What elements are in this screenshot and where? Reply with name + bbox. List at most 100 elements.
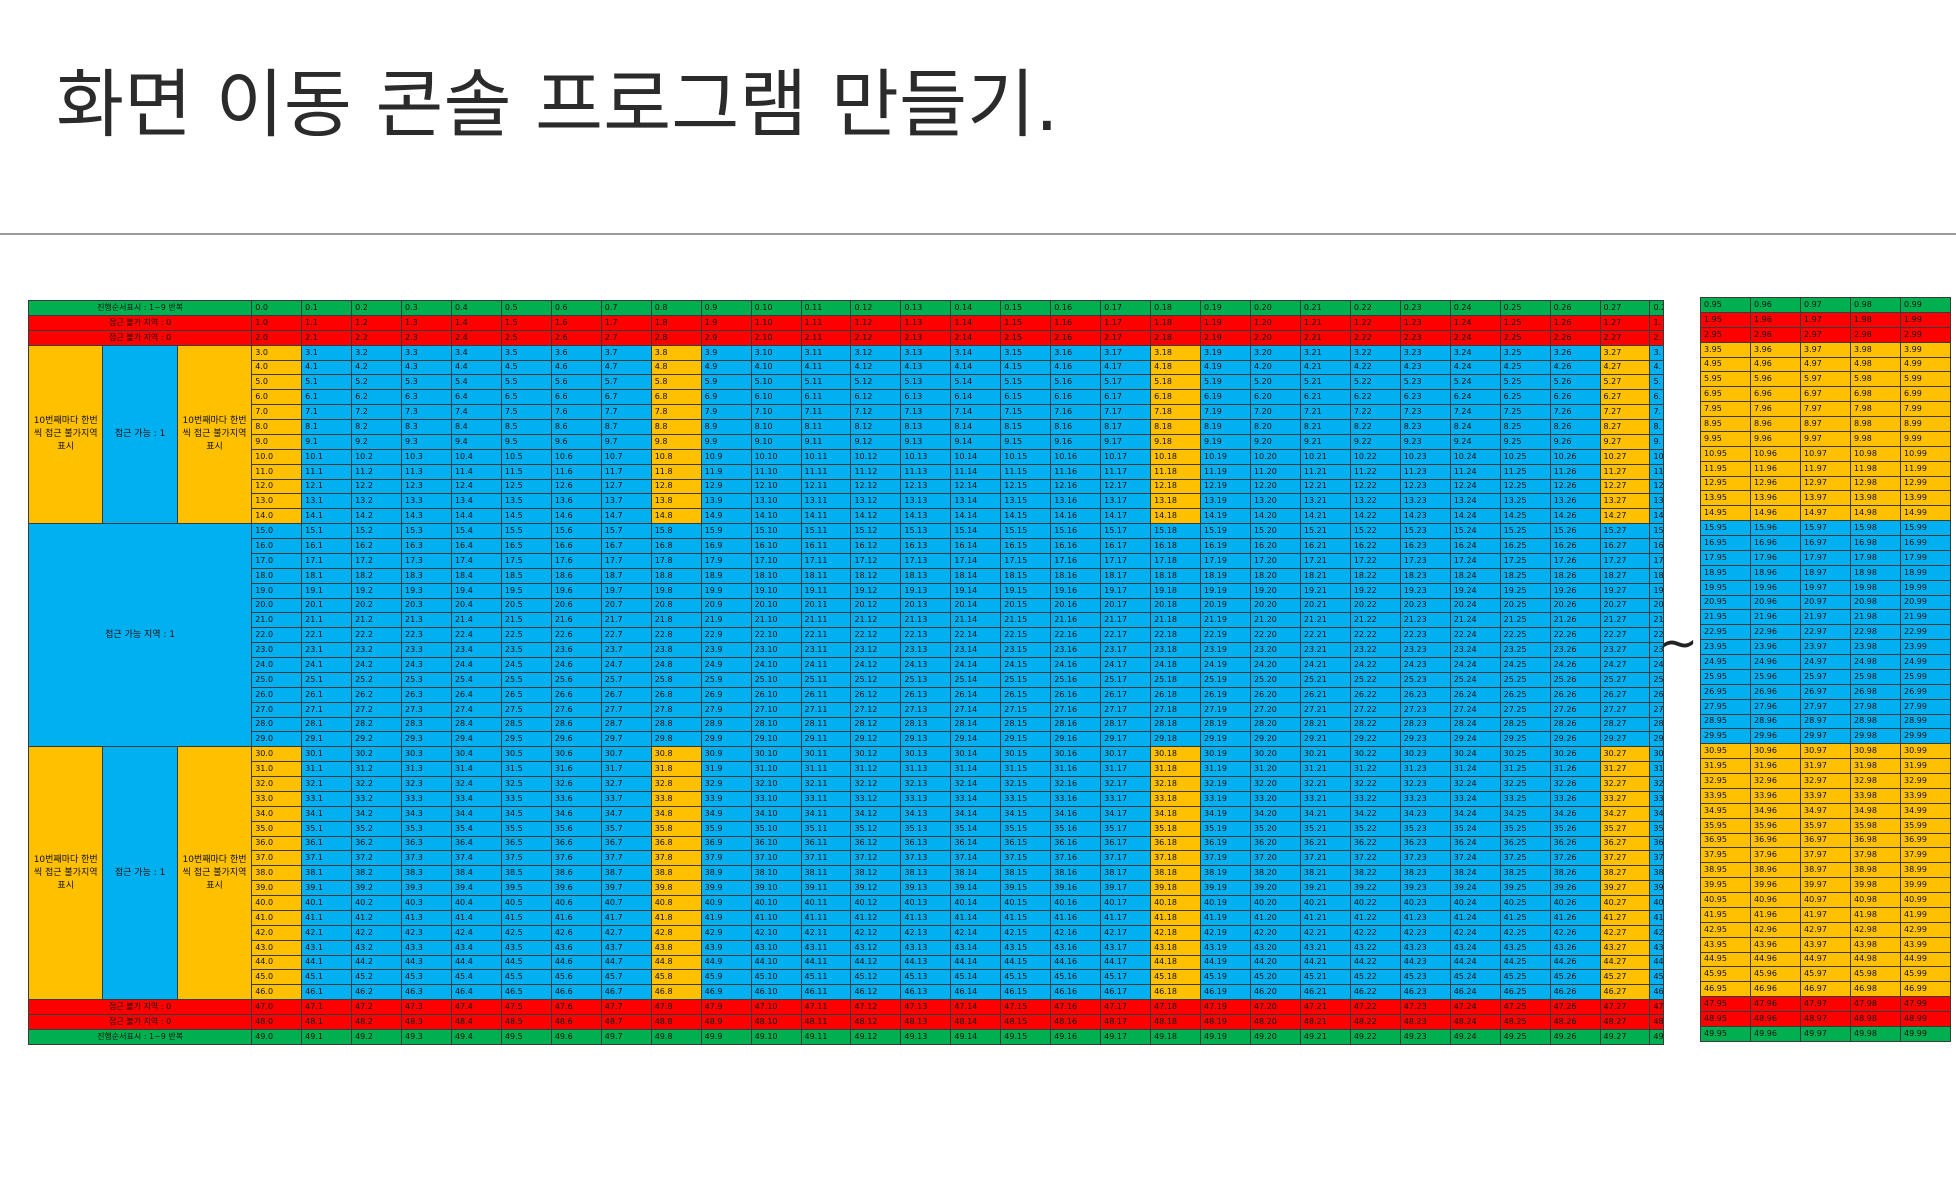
- grid-cell: 31.17: [1100, 761, 1152, 777]
- grid-cell: 3.2: [351, 344, 403, 361]
- grid-cell: 19.97: [1800, 579, 1851, 596]
- grid-cell: 20.96: [1750, 594, 1801, 611]
- grid-cell: 36.13: [900, 835, 952, 852]
- grid-cell: 49.3: [401, 1028, 452, 1045]
- grid-cell: 29.16: [1050, 731, 1102, 748]
- grid-cell: 7.10: [750, 404, 802, 420]
- grid-cell: 0.14: [950, 300, 1002, 316]
- grid-cell: 41.0: [251, 909, 303, 926]
- grid-cell: 33.10: [750, 790, 802, 807]
- grid-cell: 1.17: [1100, 314, 1152, 331]
- grid-cell: 29.14: [950, 731, 1002, 748]
- grid-cell: 48.22: [1349, 1014, 1401, 1030]
- grid-cell: 24: [1649, 657, 1664, 673]
- grid-cell: 34.24: [1449, 805, 1501, 822]
- grid-cell: 13.19: [1200, 493, 1251, 510]
- grid-cell: 2.15: [1000, 329, 1052, 346]
- grid-cell: 1.8: [650, 314, 702, 331]
- grid-cell: 47.99: [1900, 996, 1951, 1012]
- grid-cell: 0.26: [1549, 300, 1601, 316]
- grid-cell: 17.17: [1100, 552, 1152, 569]
- grid-cell: 11.15: [1000, 463, 1052, 480]
- grid-cell: 36: [1649, 835, 1664, 852]
- grid-cell: 16.5: [500, 538, 552, 554]
- grid-cell: 33.17: [1100, 790, 1152, 807]
- grid-cell: 41.99: [1900, 906, 1951, 923]
- grid-cell: 45.22: [1349, 969, 1401, 986]
- grid-cell: 45.18: [1150, 969, 1202, 986]
- grid-cell: 24.27: [1599, 657, 1651, 673]
- grid-cell: 12.98: [1850, 475, 1901, 492]
- grid-cell: 20: [1649, 597, 1664, 614]
- grid-cell: 34.18: [1150, 805, 1202, 822]
- grid-cell: 48.9: [700, 1014, 752, 1030]
- grid-cell: 28.15: [1000, 716, 1052, 733]
- grid-cell: 36.3: [401, 835, 452, 852]
- grid-cell: 38.14: [950, 865, 1002, 882]
- grid-cell: 42.4: [450, 924, 502, 941]
- grid-cell: 2.95: [1700, 326, 1751, 343]
- grid-cell: 6.10: [750, 389, 802, 406]
- grid-cell: 30.26: [1549, 746, 1601, 763]
- grid-cell: 28.20: [1249, 716, 1301, 733]
- grid-cell: 13.27: [1599, 493, 1651, 510]
- grid-cell: 41.7: [600, 909, 652, 926]
- grid-cell: 4.12: [850, 359, 902, 376]
- grid-cell: 4.27: [1599, 359, 1651, 376]
- grid-cell: 9.96: [1750, 430, 1801, 447]
- grid-cell: 22.10: [750, 627, 802, 644]
- grid-cell: 1.95: [1700, 311, 1751, 328]
- grid-cell: 32.8: [650, 776, 702, 792]
- grid-cell: 31.7: [600, 761, 652, 777]
- grid-cell: 48.98: [1850, 1011, 1901, 1027]
- grid-cell: 34.26: [1549, 805, 1601, 822]
- grid-row: 36.95 36.96 36.97 36.98 36.99: [1700, 832, 1951, 849]
- grid-cell: 22.5: [500, 627, 552, 644]
- grid-cell: 13.22: [1349, 493, 1401, 510]
- grid-cell: 18.99: [1900, 564, 1951, 581]
- grid-cell: 49.9: [700, 1028, 752, 1045]
- grid-cell: 1.19: [1200, 314, 1251, 331]
- grid-cell: 6.17: [1100, 389, 1152, 406]
- grid-cell: 17.10: [750, 552, 802, 569]
- grid-cell: 43.19: [1200, 939, 1251, 956]
- grid-cell: 46.3: [401, 984, 452, 1001]
- grid-row: 49.95 49.96 49.97 49.98 49.99: [1700, 1025, 1951, 1042]
- grid-cell: 13.10: [750, 493, 802, 510]
- grid-cell: 23.96: [1750, 639, 1801, 655]
- grid-row: 접근 불가 지역 : 0 48.0 48.1 48.2 48.3 48.4 48.5 48.6…: [27, 1014, 1664, 1030]
- grid-row: 38.0 38.1 38.2 38.3 38.4 38.5 38.6 38.7 38.8 38.9…: [29, 865, 1664, 882]
- grid-cell: 2.27: [1599, 329, 1651, 346]
- grid-cell: 47.1: [301, 999, 353, 1015]
- grid-cell: 8.24: [1449, 419, 1501, 435]
- grid-cell: 16.21: [1299, 538, 1351, 554]
- grid-cell: 36.15: [1000, 835, 1052, 852]
- grid-cell: 28.4: [450, 716, 502, 733]
- grid-cell: 6.1: [301, 389, 353, 406]
- grid-cell: 2.17: [1100, 329, 1152, 346]
- grid-cell: 40.24: [1449, 895, 1501, 911]
- grid-cell: 15.2: [351, 523, 403, 539]
- grid-cell: 21.6: [550, 612, 602, 629]
- grid-cell: 49.22: [1349, 1028, 1401, 1045]
- grid-cell: 36.27: [1599, 835, 1651, 852]
- grid-cell: 34.99: [1900, 802, 1951, 819]
- grid-cell: 19.3: [401, 582, 452, 599]
- grid-cell: 44.26: [1549, 954, 1601, 971]
- grid-cell: 11.5: [500, 463, 552, 480]
- grid-cell: 0.17: [1100, 300, 1152, 316]
- grid-row: 5.0 5.1 5.2 5.3 5.4 5.5 5.6 5.7 5.8 5.9 5.10 5.11 5.…: [29, 374, 1664, 391]
- grid-cell: 10.96: [1750, 445, 1801, 462]
- grid-cell: 9.20: [1249, 433, 1301, 450]
- grid-cell: 37.4: [450, 850, 502, 867]
- grid-cell: 25.18: [1150, 671, 1202, 688]
- grid-cell: 5.6: [550, 374, 602, 391]
- grid-cell: 16.98: [1850, 535, 1901, 551]
- grid-cell: 29.3: [401, 731, 452, 748]
- grid-cell: 26.14: [950, 686, 1002, 703]
- grid-cell: 15: [1649, 523, 1664, 539]
- grid-cell: 28.21: [1299, 716, 1351, 733]
- grid-cell: 17.25: [1499, 552, 1551, 569]
- grid-cell: 37.96: [1750, 847, 1801, 864]
- grid-cell: 18.23: [1399, 567, 1451, 584]
